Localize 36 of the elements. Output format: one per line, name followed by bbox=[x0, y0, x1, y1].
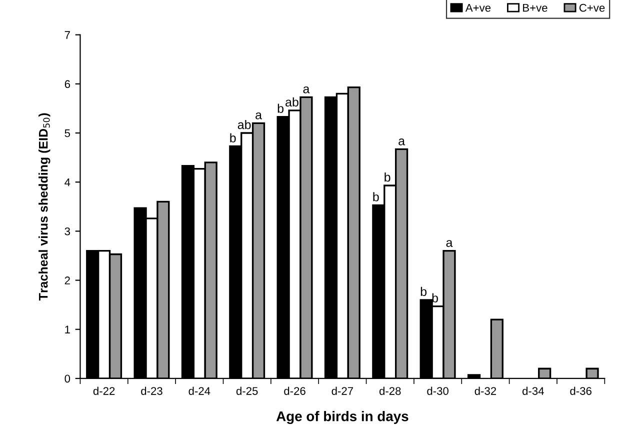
data-label: b bbox=[384, 172, 390, 182]
data-label: a bbox=[303, 86, 310, 94]
y-axis-title: Tracheal virus shedding (EID$_{50}$) bbox=[38, 113, 50, 301]
y-tick-label: 4 bbox=[64, 178, 70, 186]
x-tick-label: d-28 bbox=[379, 386, 401, 395]
data-label: b bbox=[432, 293, 438, 302]
data-label: a bbox=[256, 112, 262, 120]
x-tick-label: d-32 bbox=[474, 386, 496, 395]
data-label: ab bbox=[238, 120, 251, 130]
data-label: b bbox=[278, 104, 284, 113]
x-tick-label: d-30 bbox=[427, 386, 448, 395]
x-tick-label: d-27 bbox=[332, 386, 353, 395]
x-tick-label: d-23 bbox=[141, 386, 162, 395]
x-tick-label: d-24 bbox=[188, 386, 210, 395]
legend-label: B+ve bbox=[523, 4, 548, 12]
y-tick-label: 1 bbox=[65, 326, 70, 334]
legend-label: C+ve bbox=[579, 4, 605, 12]
y-tick-label: 3 bbox=[64, 227, 70, 236]
y-tick-label: 2 bbox=[64, 276, 70, 284]
x-tick-label: d-22 bbox=[93, 386, 115, 395]
legend-label: A+ve bbox=[465, 4, 491, 12]
y-tick-label: 6 bbox=[64, 80, 70, 88]
y-tick-label: 0 bbox=[64, 374, 70, 383]
y-tick-label: 5 bbox=[64, 129, 70, 138]
x-tick-label: d-36 bbox=[570, 386, 592, 395]
data-label: a bbox=[446, 240, 453, 247]
y-tick-label: 7 bbox=[64, 31, 70, 39]
x-tick-label: d-25 bbox=[236, 386, 258, 395]
data-label: b bbox=[420, 286, 427, 296]
x-axis-title: Age of birds in days bbox=[276, 411, 408, 424]
x-tick-label: d-34 bbox=[522, 386, 544, 395]
data-label: a bbox=[398, 138, 406, 146]
data-label: ab bbox=[286, 97, 298, 107]
x-tick-label: d-26 bbox=[284, 386, 306, 395]
data-label: b bbox=[373, 192, 379, 202]
data-label: b bbox=[230, 133, 236, 142]
